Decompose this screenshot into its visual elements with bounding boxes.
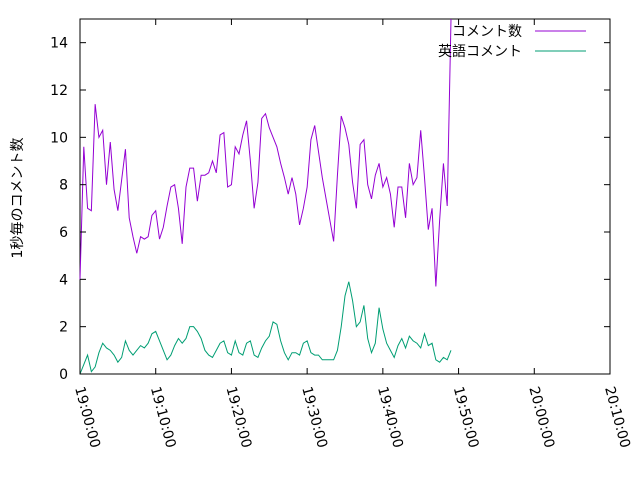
x-tick-label: 19:50:00 (450, 385, 482, 450)
x-tick-label: 19:10:00 (147, 385, 179, 450)
legend-label: コメント数 (452, 24, 522, 40)
x-tick-label: 19:30:00 (298, 385, 330, 450)
series-lines (79, 18, 452, 375)
y-tick-label: 6 (59, 225, 68, 241)
y-tick-label: 12 (50, 83, 68, 99)
x-tick-label: 19:20:00 (223, 385, 255, 450)
y-tick-label: 10 (50, 130, 68, 146)
x-tick-label: 20:10:00 (601, 385, 633, 450)
y-tick-label: 0 (59, 367, 68, 383)
x-tick-label: 19:40:00 (374, 385, 406, 450)
x-tick-label: 19:00:00 (71, 385, 103, 450)
legend-label: 英語コメント (438, 43, 522, 60)
y-tick-label: 2 (59, 320, 68, 336)
axis-ticks: 0 2 4 6 8 10 12 14 19:00:00 19:10:00 19:20:00 19:30… (50, 19, 633, 450)
plot-border (79, 18, 611, 375)
y-axis-label: 1秒毎のコメント数 (10, 138, 26, 259)
y-tick-label: 8 (59, 178, 68, 194)
plot-frame (79, 18, 611, 375)
y-tick-label: 14 (50, 36, 68, 52)
y-tick-label: 4 (59, 272, 68, 288)
x-tick-label: 20:00:00 (525, 385, 557, 450)
series-line-1 (79, 18, 452, 287)
series-line-2 (79, 281, 452, 375)
